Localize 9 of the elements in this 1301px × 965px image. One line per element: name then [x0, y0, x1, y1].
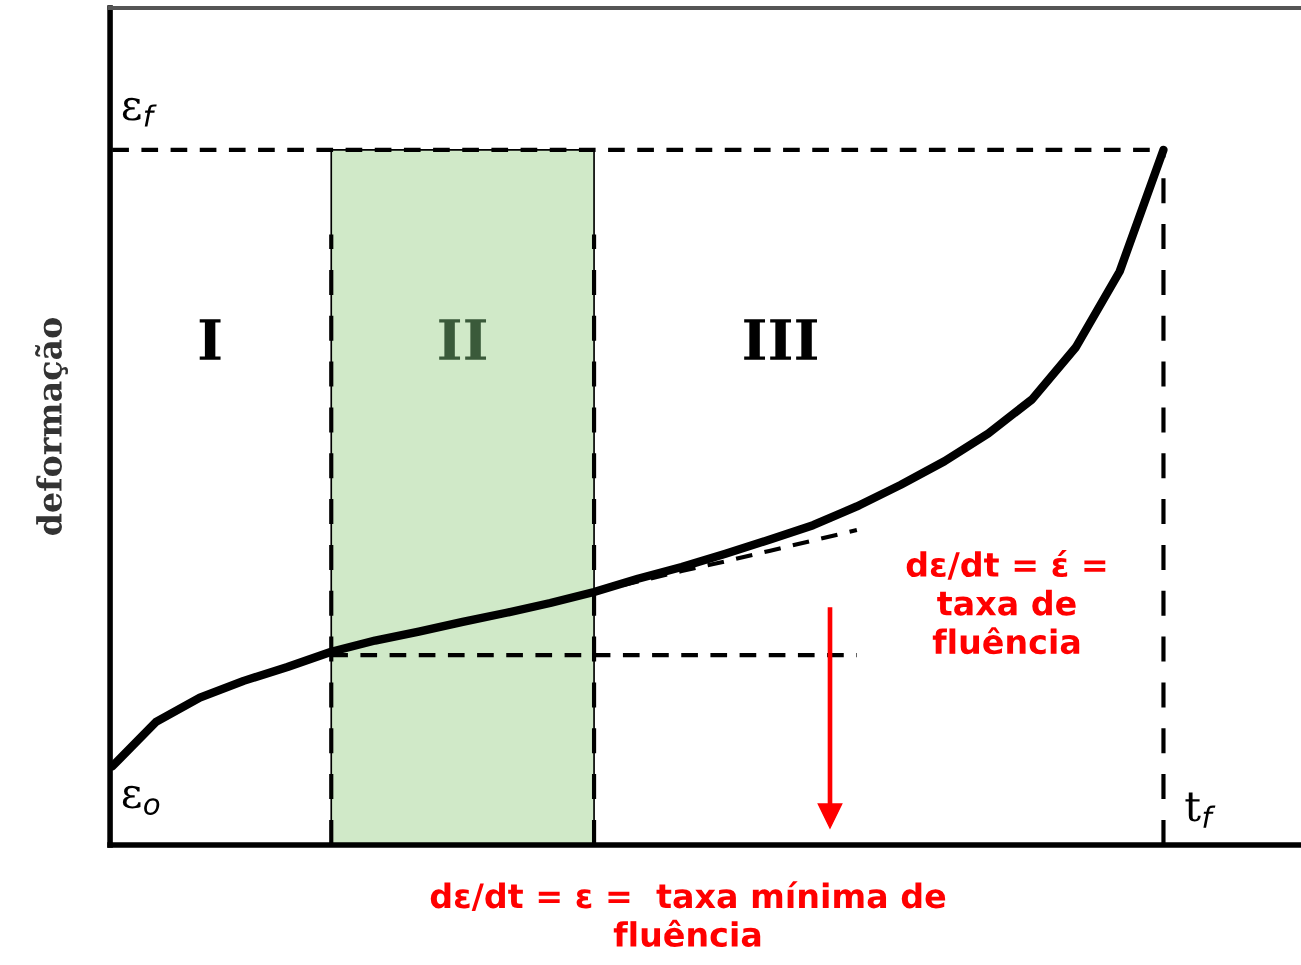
annotation: III — [744, 319, 817, 360]
annotation: ε$_{o}$ — [122, 785, 160, 815]
annotation: dε/dt = έ = taxa de fluência — [906, 549, 1106, 655]
text: dε/dt = ε = taxa mínima de fluência — [430, 881, 946, 947]
text: ε$_{f}$ — [122, 97, 157, 127]
y-axis-title: deformação — [35, 317, 68, 535]
annotation: II — [439, 319, 487, 360]
annotation: t$_{f}$ — [1185, 792, 1216, 828]
annotation: I — [199, 319, 221, 360]
